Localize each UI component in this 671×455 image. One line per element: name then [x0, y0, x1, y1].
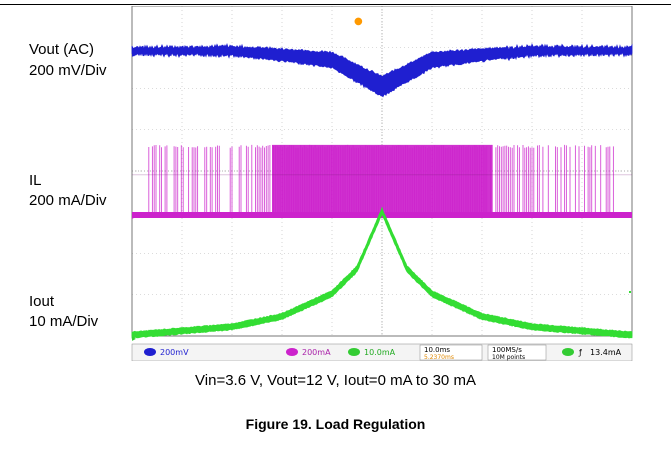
test-conditions-caption: Vin=3.6 V, Vout=12 V, Iout=0 mA to 30 mA [195, 372, 476, 389]
il-label: IL [29, 172, 42, 189]
vout-scale-label: 200 mV/Div [29, 62, 107, 79]
trigger-position-readout: 5.2370ms [424, 354, 454, 361]
scope-status-bar: 200mV 200mA 10.0mA 10.0ms 5.2370ms 100MS… [131, 343, 633, 361]
top-rule [0, 4, 671, 5]
trigger-source-icon [562, 348, 574, 356]
il-burst-envelope [272, 144, 492, 215]
trigger-marker-icon: ● [354, 16, 363, 27]
vout-trace [131, 42, 633, 98]
ch1-scale-readout: 200mV [160, 348, 189, 357]
il-scale-label: 200 mA/Div [29, 192, 107, 209]
ch2-scale-readout: 200mA [302, 348, 331, 357]
record-length-readout: 10M points [492, 354, 525, 361]
iout-trigger-dot [629, 291, 631, 293]
ch3-badge-icon [348, 348, 360, 356]
timebase-readout: 10.0ms [424, 346, 450, 354]
sample-rate-readout: 100MS/s [492, 346, 522, 354]
iout-trace [131, 206, 633, 339]
trigger-level-readout: 13.4mA [590, 348, 622, 357]
ch1-marker-icon: ▸ [132, 50, 136, 59]
trigger-slope-icon: ƒ [578, 348, 582, 357]
figure-title: Figure 19. Load Regulation [245, 416, 426, 432]
trace-layer [131, 42, 633, 339]
iout-label: Iout [29, 293, 55, 310]
ch3-marker-icon: ▸ [132, 334, 136, 343]
ch3-scale-readout: 10.0mA [364, 348, 396, 357]
ch2-badge-icon [286, 348, 298, 356]
scope-border [131, 6, 633, 337]
iout-scale-label: 10 mA/Div [29, 313, 99, 330]
ch1-badge-icon [144, 348, 156, 356]
oscilloscope-display: ● ▸ ▸ ▸ 200mV 200mA 10.0mA 10.0ms 5.2370… [122, 6, 642, 361]
vout-label: Vout (AC) [29, 41, 95, 58]
ch2-marker-icon: ▸ [132, 212, 136, 221]
